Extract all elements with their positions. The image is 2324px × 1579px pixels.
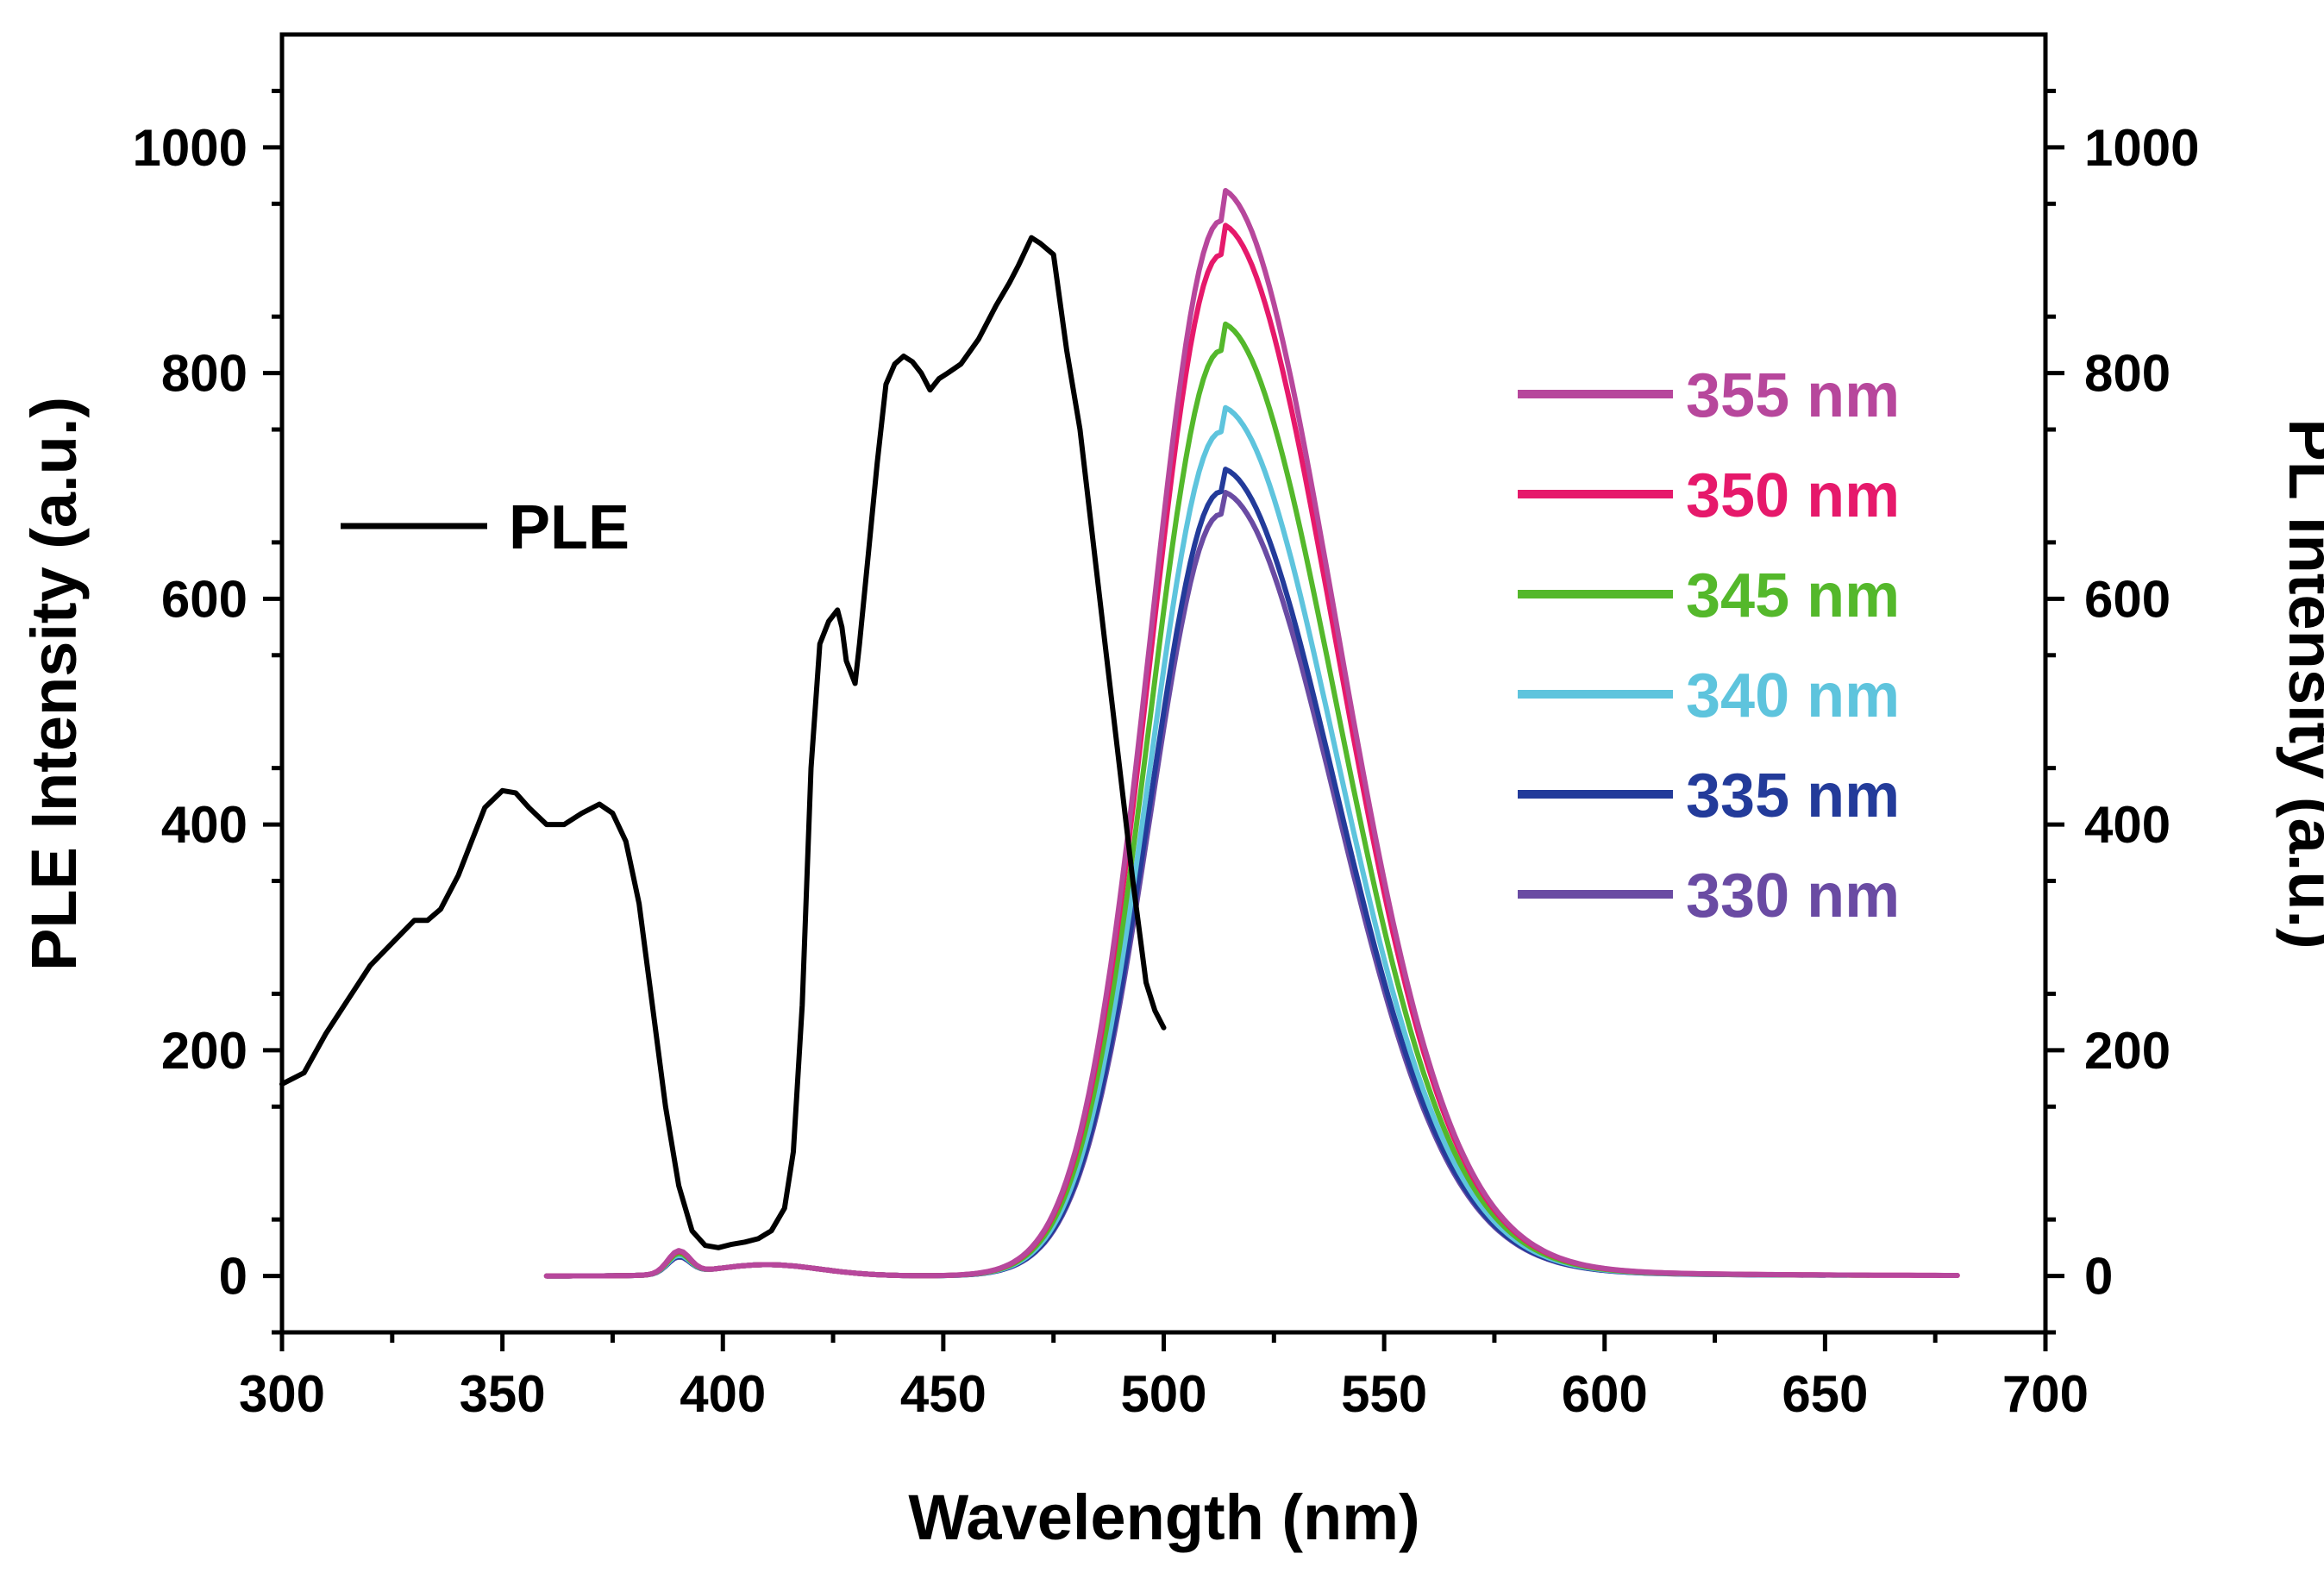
pl-series-line-345-nm [543,321,1872,1279]
ple-series-line [279,235,1167,1250]
legend: PLE 355 nm 350 nm 345 nm 340 nm 335 nm 330 nm [341,361,1900,930]
x-tick-label: 400 [680,1365,766,1423]
y-tick-label: 1000 [133,119,247,177]
y-tick-label: 0 [219,1248,247,1306]
y2-tick-label: 600 [2084,570,2171,628]
legend-label: 340 nm [1686,661,1900,730]
x-tick-label: 700 [2002,1365,2089,1423]
legend-label: 335 nm [1686,761,1900,830]
x-tick-label: 550 [1341,1365,1427,1423]
y-tick-label: 200 [161,1022,247,1080]
y2-tick-label: 400 [2084,796,2171,854]
pl-series-line-355-nm [543,188,1960,1279]
x-axis-title: Wavelength (nm) [908,1482,1419,1553]
x-tick-label: 450 [900,1365,987,1423]
x-tick-label: 600 [1562,1365,1648,1423]
series-layer [279,188,1960,1279]
legend-label: 330 nm [1686,862,1900,930]
y2-axis-title: PL Intensity (a.u.) [2276,418,2324,949]
x-tick-label: 350 [460,1365,546,1423]
y-tick-label: 600 [161,570,247,628]
ticks-layer: 300 350 400 450 500 550 600 650 700 0 200 400 600 800… [133,88,2199,1423]
y2-tick-label: 800 [2084,345,2171,403]
y2-tick-label: 200 [2084,1022,2171,1080]
y-tick-label: 800 [161,345,247,403]
legend-label-ple: PLE [509,493,630,562]
legend-label: 345 nm [1686,561,1900,630]
legend-label: 355 nm [1686,361,1900,430]
x-tick-label: 500 [1120,1365,1206,1423]
y2-tick-label: 1000 [2084,119,2199,177]
x-tick-label: 650 [1782,1365,1868,1423]
y-axis-title: PLE Intensity (a.u.) [18,397,90,971]
y2-tick-label: 0 [2084,1248,2113,1306]
y-tick-label: 400 [161,796,247,854]
x-tick-label: 300 [239,1365,325,1423]
legend-label: 350 nm [1686,461,1900,530]
